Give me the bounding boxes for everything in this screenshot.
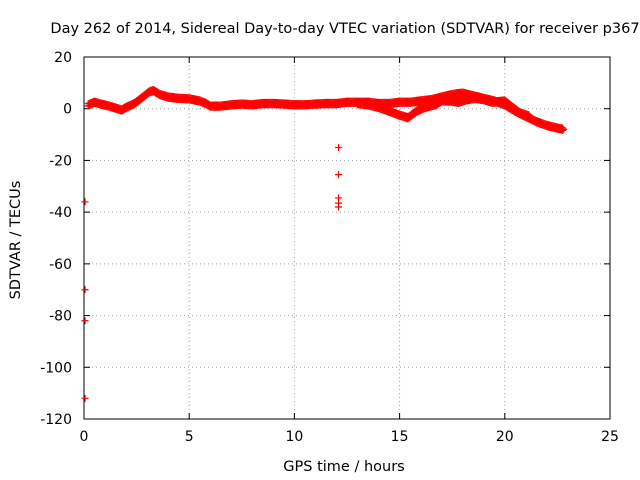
y-tick-label: -20 [49, 153, 72, 169]
x-tick-label: 10 [285, 429, 303, 445]
y-tick-label: -100 [40, 360, 72, 376]
chart-title: Day 262 of 2014, Sidereal Day-to-day VTE… [50, 21, 639, 37]
outlier-point [335, 171, 343, 179]
data-point [560, 125, 568, 133]
outlier-point [81, 317, 89, 325]
y-tick-label: -40 [49, 205, 72, 221]
y-axis-label: SDTVAR / TECUs [8, 181, 24, 300]
y-tick-label: 0 [63, 102, 72, 118]
data-point [559, 126, 567, 134]
y-tick-label: -60 [49, 257, 72, 273]
plot-frame [83, 56, 611, 420]
outlier-point [335, 203, 343, 211]
data-point [526, 112, 534, 120]
y-tick-label: 20 [54, 50, 72, 66]
x-tick-label: 5 [185, 429, 194, 445]
outlier-point [81, 394, 89, 402]
outlier-point [81, 286, 89, 294]
data-point [525, 113, 533, 121]
x-tick-label: 15 [391, 429, 409, 445]
x-tick-label: 0 [80, 429, 89, 445]
y-tick-label: -80 [49, 309, 72, 325]
outlier-point [335, 144, 343, 151]
axis-ticks [83, 56, 611, 420]
x-tick-label: 25 [601, 429, 619, 445]
data-points [81, 85, 568, 402]
y-tick-label: -120 [40, 412, 72, 428]
tick-labels: 0 5 10 15 20 25 20 0 -20 -40 -60 -80 -100 -120 [40, 50, 619, 445]
outlier-point [81, 198, 89, 206]
grid [84, 57, 610, 419]
x-axis-label: GPS time / hours [283, 459, 404, 475]
x-tick-label: 20 [496, 429, 514, 445]
